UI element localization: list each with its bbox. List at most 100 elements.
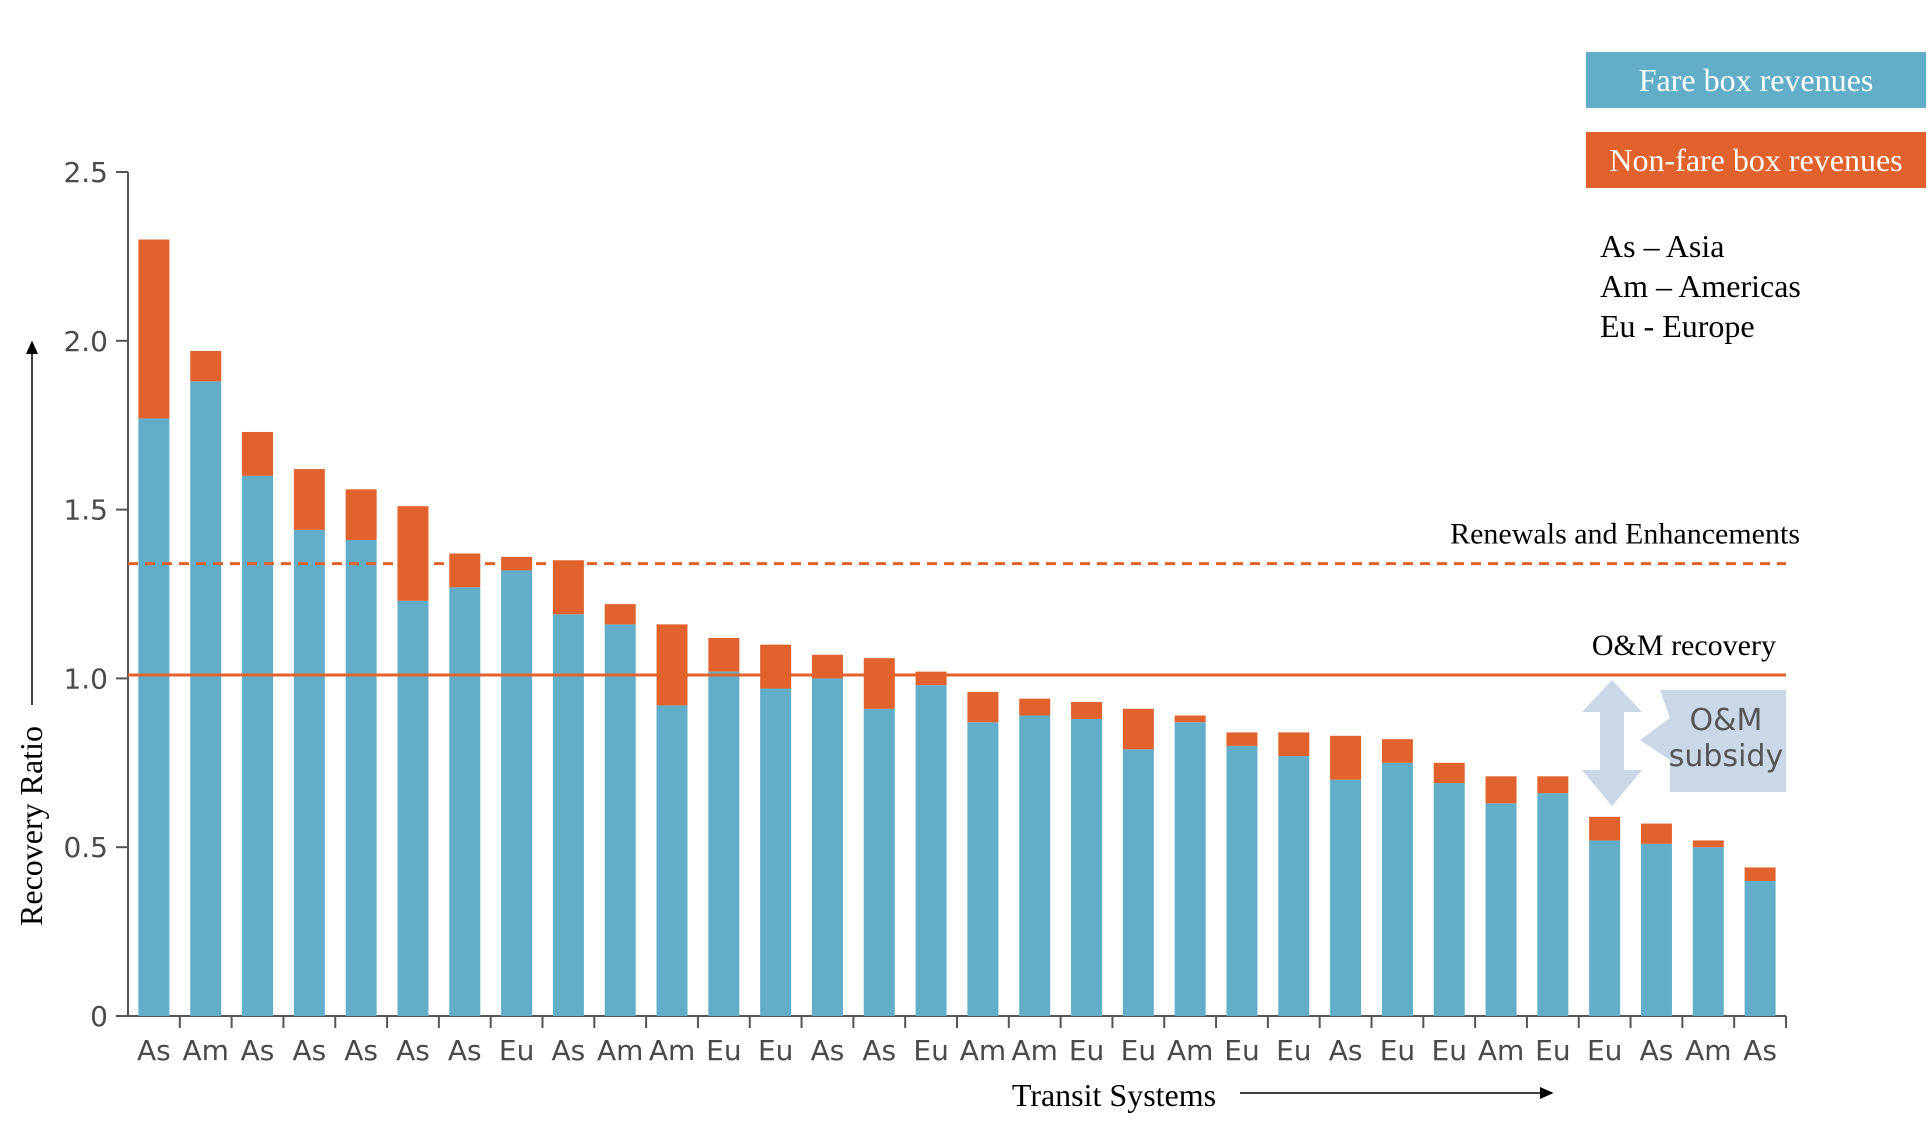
x-tick-label: Eu	[1224, 1034, 1259, 1067]
om-subsidy-callout: O&M subsidy	[1582, 680, 1786, 806]
x-tick-label: As	[137, 1034, 171, 1067]
bar-fare-box	[1537, 793, 1569, 1016]
x-tick-label: Eu	[1587, 1034, 1622, 1067]
x-tick-label: Eu	[1121, 1034, 1156, 1067]
abbr-europe: Eu - Europe	[1600, 308, 1755, 344]
x-tick-label: Eu	[758, 1034, 793, 1067]
y-tick-label: 0	[90, 1000, 108, 1033]
x-tick-label: As	[811, 1034, 845, 1067]
bar-non-fare-box	[138, 239, 170, 419]
bar-fare-box	[604, 624, 636, 1016]
bar-non-fare-box	[1278, 732, 1310, 757]
x-axis-title: Transit Systems	[1012, 1077, 1216, 1113]
bar-fare-box	[656, 705, 688, 1016]
bar-non-fare-box	[345, 489, 377, 540]
bar-non-fare-box	[1226, 732, 1258, 746]
axis-labels: Transit Systems Recovery Ratio	[13, 340, 1554, 1113]
bar-fare-box	[1589, 840, 1621, 1016]
bar-fare-box	[552, 614, 584, 1016]
reference-lines: Renewals and Enhancements O&M recovery	[128, 518, 1800, 677]
bar-fare-box	[1071, 718, 1103, 1016]
bar-non-fare-box	[1122, 708, 1154, 750]
x-tick-label: Eu	[499, 1034, 534, 1067]
om-subsidy-label-line1: O&M	[1690, 703, 1763, 738]
bar-fare-box	[708, 671, 740, 1016]
bar-fare-box	[811, 678, 843, 1016]
om-subsidy-box	[1640, 690, 1786, 792]
bar-fare-box	[397, 600, 429, 1016]
bar-fare-box	[1226, 745, 1258, 1016]
bar-non-fare-box	[242, 431, 274, 476]
bar-non-fare-box	[501, 556, 533, 571]
x-tick-label: Eu	[1380, 1034, 1415, 1067]
om-subsidy-double-arrow	[1582, 680, 1642, 806]
x-tick-label: As	[396, 1034, 430, 1067]
y-axis-title: Recovery Ratio	[13, 726, 49, 926]
x-tick-label: As	[552, 1034, 586, 1067]
x-tick-label: Eu	[1069, 1034, 1104, 1067]
y-tick-label: 2.5	[63, 156, 108, 189]
x-tick-label: As	[292, 1034, 326, 1067]
bar-fare-box	[1174, 722, 1206, 1016]
bar-non-fare-box	[1330, 735, 1362, 780]
bar-fare-box	[1744, 880, 1776, 1016]
bar-non-fare-box	[1692, 840, 1724, 848]
bar-fare-box	[1433, 783, 1465, 1016]
bar-fare-box	[242, 475, 274, 1017]
bar-non-fare-box	[1433, 762, 1465, 784]
x-tick-label: Am	[649, 1034, 695, 1067]
x-tick-label: As	[1329, 1034, 1363, 1067]
bar-fare-box	[449, 587, 481, 1016]
x-tick-label: Eu	[1276, 1034, 1311, 1067]
bar-fare-box	[345, 539, 377, 1016]
bar-fare-box	[190, 381, 222, 1016]
legend-non-fare-box: Non-fare box revenues	[1586, 132, 1926, 188]
abbr-asia: As – Asia	[1600, 228, 1725, 264]
bar-fare-box	[863, 708, 895, 1016]
bar-non-fare-box	[190, 350, 222, 382]
bar-fare-box	[293, 529, 325, 1016]
bar-fare-box	[1692, 847, 1724, 1016]
x-tick-label: Am	[960, 1034, 1006, 1067]
bar-non-fare-box	[656, 624, 688, 706]
y-tick-label: 2.0	[63, 325, 108, 358]
x-tick-label: As	[344, 1034, 378, 1067]
bar-non-fare-box	[863, 658, 895, 709]
x-tick-label: Am	[1685, 1034, 1731, 1067]
legend-fare-box: Fare box revenues	[1586, 52, 1926, 108]
bar-fare-box	[967, 722, 999, 1016]
y-tick-label: 1.5	[63, 494, 108, 527]
bar-fare-box	[1381, 762, 1413, 1016]
bar-non-fare-box	[293, 469, 325, 530]
bar-non-fare-box	[1381, 739, 1413, 763]
x-tick-label: As	[241, 1034, 275, 1067]
x-tick-label: Am	[1478, 1034, 1524, 1067]
x-tick-label: As	[862, 1034, 896, 1067]
bar-non-fare-box	[1485, 776, 1517, 804]
bar-non-fare-box	[1071, 702, 1103, 719]
bar-non-fare-box	[1019, 698, 1051, 716]
bar-fare-box	[1485, 803, 1517, 1016]
y-tick-label: 0.5	[63, 831, 108, 864]
bar-non-fare-box	[760, 644, 792, 689]
legend-non-fare-box-label: Non-fare box revenues	[1609, 141, 1903, 178]
bar-non-fare-box	[1174, 715, 1206, 723]
bar-fare-box	[1278, 756, 1310, 1016]
bar-fare-box	[1640, 843, 1672, 1016]
x-tick-label: Eu	[1432, 1034, 1467, 1067]
bar-non-fare-box	[967, 691, 999, 723]
x-tick-label: As	[1640, 1034, 1674, 1067]
bars	[138, 239, 1776, 1017]
bar-fare-box	[501, 570, 533, 1016]
bar-non-fare-box	[1640, 823, 1672, 844]
x-tick-label: Am	[183, 1034, 229, 1067]
bar-non-fare-box	[552, 560, 584, 615]
y-tick-label: 1.0	[63, 662, 108, 695]
x-tick-label: Eu	[706, 1034, 741, 1067]
bar-non-fare-box	[397, 506, 429, 601]
bar-fare-box	[1122, 749, 1154, 1016]
x-tick-label: Am	[1012, 1034, 1058, 1067]
x-tick-label: Am	[1167, 1034, 1213, 1067]
bar-fare-box	[138, 418, 170, 1016]
